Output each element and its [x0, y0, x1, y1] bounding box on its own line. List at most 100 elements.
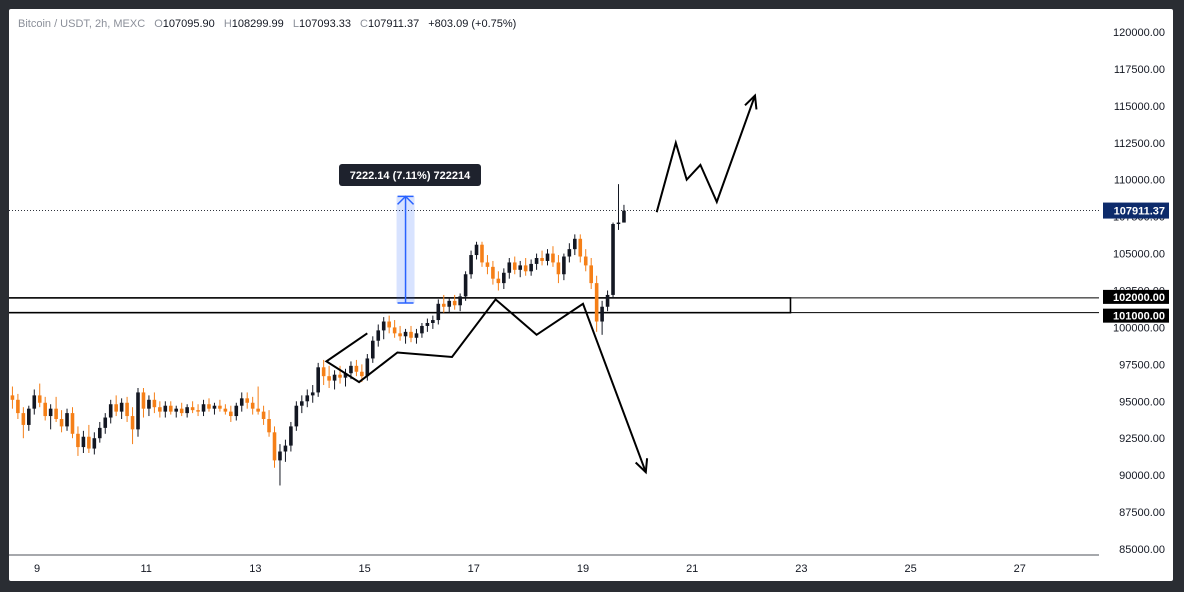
- candle[interactable]: [562, 253, 566, 281]
- candle[interactable]: [502, 268, 506, 290]
- candle[interactable]: [518, 260, 523, 278]
- candle[interactable]: [409, 325, 413, 343]
- candle[interactable]: [441, 294, 446, 313]
- candle[interactable]: [283, 439, 288, 462]
- candle[interactable]: [87, 424, 91, 453]
- candle[interactable]: [512, 256, 517, 275]
- candle[interactable]: [392, 320, 397, 338]
- candle[interactable]: [403, 328, 408, 344]
- candle[interactable]: [168, 401, 173, 415]
- candle[interactable]: [92, 432, 97, 455]
- candle[interactable]: [300, 395, 304, 414]
- candle[interactable]: [261, 405, 266, 425]
- candle[interactable]: [545, 249, 550, 266]
- symbol-title[interactable]: Bitcoin / USDT, 2h, MEXC: [18, 18, 146, 30]
- candle[interactable]: [321, 359, 326, 386]
- zone-rect[interactable]: [9, 297, 792, 314]
- candle[interactable]: [573, 234, 577, 256]
- candle[interactable]: [327, 365, 331, 388]
- candle[interactable]: [10, 386, 15, 409]
- candle[interactable]: [370, 336, 375, 363]
- candle[interactable]: [207, 398, 211, 412]
- candle[interactable]: [420, 322, 424, 338]
- candle[interactable]: [414, 328, 419, 344]
- projection-paths[interactable]: [324, 93, 758, 475]
- candle[interactable]: [37, 383, 42, 408]
- candle[interactable]: [43, 396, 47, 421]
- candle[interactable]: [119, 398, 124, 420]
- candle[interactable]: [338, 365, 342, 384]
- measure-tool[interactable]: 7222.14 (7.11%) 722214: [339, 164, 481, 304]
- candle[interactable]: [179, 402, 184, 417]
- bearish-path[interactable]: [324, 297, 647, 473]
- candle[interactable]: [158, 401, 162, 418]
- candle[interactable]: [452, 294, 457, 310]
- candle[interactable]: [229, 405, 233, 422]
- candle[interactable]: [223, 404, 228, 415]
- candle[interactable]: [523, 258, 528, 276]
- candle[interactable]: [431, 315, 435, 329]
- candle[interactable]: [556, 255, 561, 284]
- support-zone[interactable]: [9, 297, 1099, 314]
- candle[interactable]: [234, 402, 239, 421]
- candle[interactable]: [332, 370, 337, 390]
- candle[interactable]: [398, 325, 402, 341]
- candle[interactable]: [425, 318, 430, 332]
- candle[interactable]: [54, 396, 58, 422]
- candle[interactable]: [16, 393, 20, 420]
- candle[interactable]: [491, 260, 495, 285]
- candle[interactable]: [65, 408, 69, 431]
- candle[interactable]: [278, 444, 282, 486]
- time-axis[interactable]: 9 11 13 15 17 19 21 23 25 27: [9, 554, 1099, 575]
- candle[interactable]: [616, 184, 621, 230]
- candle[interactable]: [496, 271, 501, 291]
- candle[interactable]: [114, 395, 118, 417]
- candle[interactable]: [141, 387, 146, 418]
- candle[interactable]: [245, 392, 250, 409]
- candle[interactable]: [551, 246, 555, 267]
- candle[interactable]: [267, 410, 271, 437]
- candle[interactable]: [108, 399, 113, 424]
- candle[interactable]: [70, 407, 75, 439]
- candle[interactable]: [458, 293, 462, 312]
- candle[interactable]: [540, 250, 544, 266]
- candle[interactable]: [305, 389, 310, 408]
- candle[interactable]: [463, 271, 468, 301]
- candle[interactable]: [387, 315, 391, 334]
- candle[interactable]: [289, 421, 293, 452]
- candle[interactable]: [343, 368, 348, 387]
- candle[interactable]: [239, 392, 244, 412]
- candle[interactable]: [447, 297, 452, 313]
- candle[interactable]: [507, 258, 512, 279]
- candle[interactable]: [605, 290, 610, 312]
- candle[interactable]: [48, 404, 53, 430]
- candle[interactable]: [97, 421, 102, 443]
- candle[interactable]: [185, 404, 189, 418]
- candle[interactable]: [103, 413, 108, 434]
- candle[interactable]: [376, 324, 381, 347]
- candle[interactable]: [485, 255, 490, 275]
- candle[interactable]: [611, 222, 615, 298]
- candle[interactable]: [147, 395, 151, 417]
- candle[interactable]: [59, 410, 64, 433]
- candle[interactable]: [534, 253, 539, 270]
- candle[interactable]: [130, 407, 135, 445]
- candle[interactable]: [354, 359, 359, 377]
- candle[interactable]: [212, 402, 217, 415]
- candle[interactable]: [480, 241, 484, 267]
- candle[interactable]: [174, 405, 179, 418]
- candle[interactable]: [469, 250, 473, 279]
- candle[interactable]: [583, 249, 588, 272]
- candle[interactable]: [76, 426, 80, 456]
- candle[interactable]: [32, 389, 37, 415]
- candle[interactable]: [250, 396, 255, 415]
- candle[interactable]: [381, 317, 386, 340]
- candle[interactable]: [310, 385, 315, 403]
- candle[interactable]: [600, 300, 604, 335]
- price-chart[interactable]: 7222.14 (7.11%) 722214 120000.00 117500.0…: [9, 9, 1173, 581]
- candle[interactable]: [152, 392, 157, 414]
- candle[interactable]: [21, 407, 26, 439]
- candle[interactable]: [81, 430, 86, 453]
- candle[interactable]: [316, 362, 320, 397]
- candle[interactable]: [594, 275, 599, 332]
